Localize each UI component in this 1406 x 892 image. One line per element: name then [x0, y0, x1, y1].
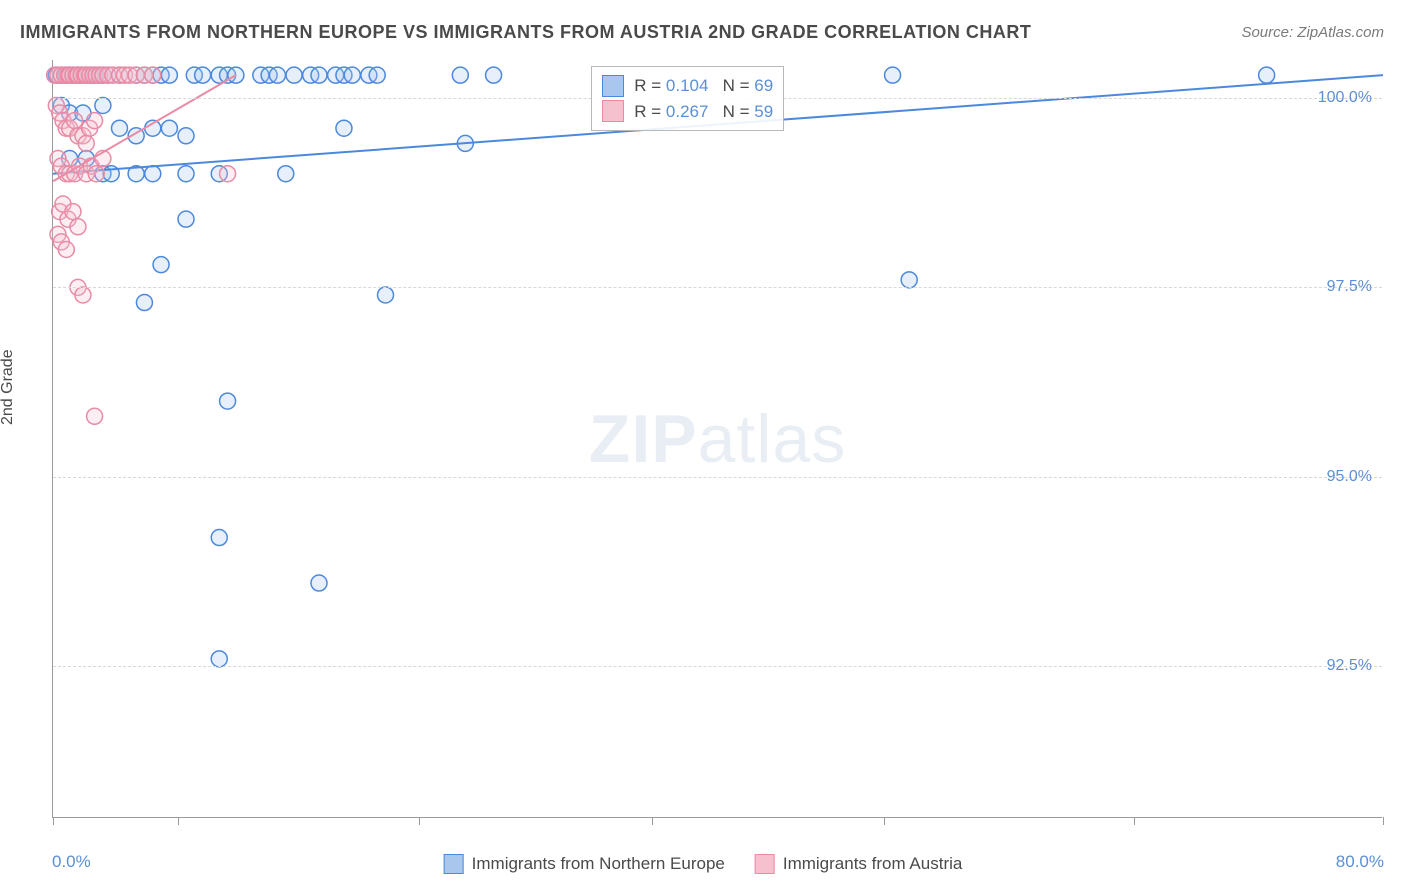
data-point [178, 211, 194, 227]
x-tick [1383, 817, 1384, 825]
x-axis-min-label: 0.0% [52, 852, 91, 872]
data-point [336, 120, 352, 136]
x-axis-max-label: 80.0% [1336, 852, 1384, 872]
x-tick [419, 817, 420, 825]
data-point [378, 287, 394, 303]
y-tick-label: 92.5% [1327, 657, 1372, 675]
data-point [153, 257, 169, 273]
data-point [220, 166, 236, 182]
data-point [70, 219, 86, 235]
data-point [88, 166, 104, 182]
legend-item: Immigrants from Austria [755, 854, 963, 874]
data-point [195, 67, 211, 83]
x-tick [884, 817, 885, 825]
y-tick-label: 97.5% [1327, 278, 1372, 296]
data-point [178, 166, 194, 182]
gridline [53, 666, 1382, 667]
x-tick [53, 817, 54, 825]
data-point [452, 67, 468, 83]
data-point [161, 120, 177, 136]
data-point [95, 97, 111, 113]
data-point [369, 67, 385, 83]
data-point [112, 120, 128, 136]
x-tick [178, 817, 179, 825]
y-tick-label: 95.0% [1327, 468, 1372, 486]
correlation-text: R = 0.267 N = 59 [634, 99, 773, 125]
data-point [211, 651, 227, 667]
data-point [87, 408, 103, 424]
data-point [58, 242, 74, 258]
correlation-legend-row: R = 0.104 N = 69 [602, 73, 773, 99]
data-point [161, 67, 177, 83]
y-axis-label: 2nd Grade [0, 349, 17, 425]
data-point [136, 295, 152, 311]
data-point [67, 113, 83, 129]
scatter-svg [53, 60, 1383, 818]
data-point [311, 575, 327, 591]
data-point [65, 204, 81, 220]
correlation-text: R = 0.104 N = 69 [634, 73, 773, 99]
correlation-legend: R = 0.104 N = 69R = 0.267 N = 59 [591, 66, 784, 131]
data-point [486, 67, 502, 83]
legend-swatch [602, 75, 624, 97]
legend-label: Immigrants from Austria [783, 854, 963, 874]
data-point [901, 272, 917, 288]
gridline [53, 477, 1382, 478]
data-point [220, 393, 236, 409]
x-tick [652, 817, 653, 825]
data-point [269, 67, 285, 83]
data-point [78, 135, 94, 151]
legend-label: Immigrants from Northern Europe [472, 854, 725, 874]
legend-swatch [755, 854, 775, 874]
data-point [311, 67, 327, 83]
data-point [344, 67, 360, 83]
correlation-legend-row: R = 0.267 N = 59 [602, 99, 773, 125]
chart-title: IMMIGRANTS FROM NORTHERN EUROPE VS IMMIG… [20, 22, 1031, 43]
data-point [286, 67, 302, 83]
data-point [211, 530, 227, 546]
data-point [178, 128, 194, 144]
data-point [87, 113, 103, 129]
y-tick-label: 100.0% [1318, 89, 1372, 107]
series-legend: Immigrants from Northern Europe Immigrant… [444, 854, 963, 874]
data-point [145, 67, 161, 83]
gridline [53, 287, 1382, 288]
legend-item: Immigrants from Northern Europe [444, 854, 725, 874]
data-point [885, 67, 901, 83]
data-point [75, 287, 91, 303]
data-point [1259, 67, 1275, 83]
x-tick [1134, 817, 1135, 825]
data-point [145, 166, 161, 182]
data-point [278, 166, 294, 182]
plot-area: ZIPatlas 100.0%97.5%95.0%92.5% R = 0.104… [52, 60, 1382, 818]
legend-swatch [444, 854, 464, 874]
legend-swatch [602, 100, 624, 122]
source-attribution: Source: ZipAtlas.com [1241, 24, 1384, 41]
